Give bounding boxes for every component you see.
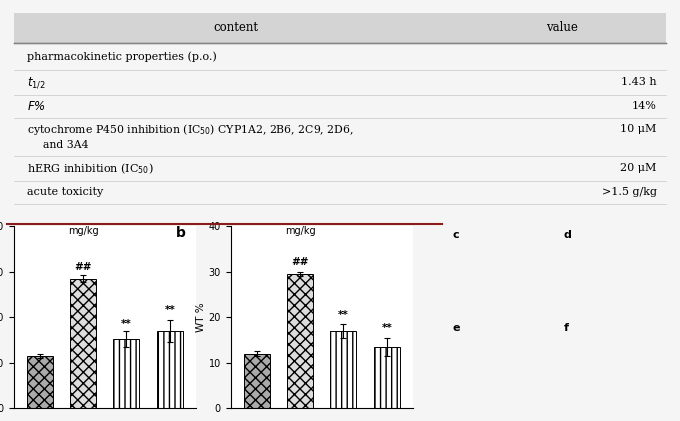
Text: **: ** — [121, 319, 132, 329]
Text: **: ** — [381, 323, 392, 333]
Text: mg/kg: mg/kg — [286, 226, 316, 236]
Y-axis label: WT %: WT % — [196, 303, 206, 332]
Text: mg/kg: mg/kg — [68, 226, 99, 236]
Text: hERG inhibition (IC$_{50}$): hERG inhibition (IC$_{50}$) — [27, 161, 154, 176]
Text: 20 μM: 20 μM — [620, 163, 657, 173]
Text: $t_{1/2}$: $t_{1/2}$ — [27, 75, 46, 90]
Bar — [243, 354, 270, 408]
Text: d: d — [564, 230, 571, 240]
Text: value: value — [546, 21, 578, 35]
Bar — [114, 339, 139, 408]
Text: 14%: 14% — [632, 101, 657, 111]
Text: e: e — [452, 323, 460, 333]
Text: 10 μM: 10 μM — [620, 124, 657, 134]
Text: cytochrome P450 inhibition (IC$_{50}$) CYP1A2, 2B6, 2C9, 2D6,: cytochrome P450 inhibition (IC$_{50}$) C… — [27, 122, 354, 137]
Bar — [374, 347, 400, 408]
Text: c: c — [452, 230, 459, 240]
Text: acute toxicity: acute toxicity — [27, 187, 103, 197]
Text: ##: ## — [74, 262, 92, 272]
Bar — [70, 279, 96, 408]
Bar — [27, 356, 52, 408]
Text: $F$%: $F$% — [27, 100, 46, 113]
Bar — [14, 13, 666, 43]
Text: 1.43 h: 1.43 h — [621, 77, 657, 88]
Text: f: f — [564, 323, 568, 333]
Text: content: content — [213, 21, 258, 35]
Text: ##: ## — [291, 257, 309, 267]
Bar — [287, 274, 313, 408]
Text: and 3A4: and 3A4 — [43, 140, 88, 150]
Bar — [156, 331, 183, 408]
Text: >1.5 g/kg: >1.5 g/kg — [602, 187, 657, 197]
Text: **: ** — [338, 309, 349, 320]
Text: pharmacokinetic properties (p.o.): pharmacokinetic properties (p.o.) — [27, 51, 216, 62]
Bar — [330, 331, 356, 408]
Text: b: b — [176, 226, 186, 240]
Text: **: ** — [165, 305, 175, 315]
